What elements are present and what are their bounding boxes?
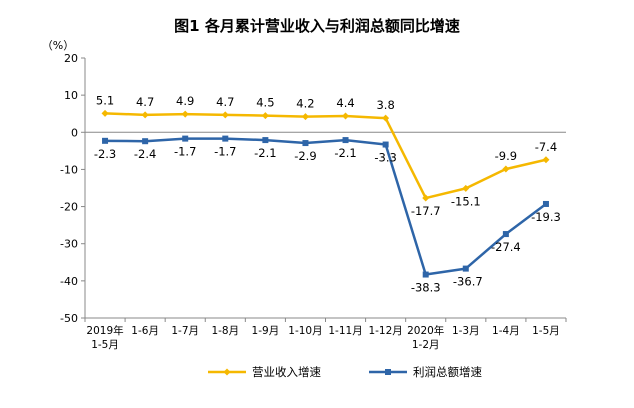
- data-point: [462, 265, 469, 272]
- data-point: [382, 141, 389, 148]
- data-point: [342, 112, 350, 120]
- data-point: [542, 156, 550, 164]
- data-label: 4.4: [336, 96, 354, 110]
- x-tick-label: 2020年: [407, 324, 444, 337]
- data-label: -9.9: [495, 149, 517, 163]
- y-tick-label: -40: [60, 275, 78, 288]
- data-point: [302, 140, 309, 147]
- data-label: 4.5: [256, 96, 274, 110]
- legend-label: 营业收入增速: [252, 365, 321, 379]
- y-tick-label: -50: [60, 312, 78, 325]
- legend-swatch-marker: [223, 368, 231, 376]
- x-tick-label: 1-7月: [171, 325, 199, 337]
- data-point: [262, 137, 269, 144]
- y-tick-label: 0: [71, 126, 78, 139]
- y-tick-label: 10: [64, 89, 78, 102]
- data-point: [542, 200, 549, 207]
- data-point: [222, 135, 229, 142]
- data-label: 3.8: [376, 98, 394, 112]
- legend-swatch-marker: [385, 369, 391, 375]
- x-tick-label: 1-2月: [412, 339, 440, 351]
- data-label: 4.7: [216, 95, 234, 109]
- x-tick-label: 2019年: [86, 324, 123, 337]
- data-point: [382, 114, 390, 122]
- data-point: [141, 111, 149, 119]
- data-label: -38.3: [411, 281, 441, 295]
- series-line: [105, 137, 547, 276]
- x-tick-label: 1-8月: [211, 325, 239, 337]
- data-label: -2.1: [254, 146, 276, 160]
- data-label: -2.1: [334, 146, 356, 160]
- data-point: [142, 138, 149, 145]
- data-label: -2.4: [134, 147, 156, 161]
- series-2: -2.3 -2.4 -1.7 -1.7 -2.1 -2.9 -2.1 -3.3 -38.3 -36…: [94, 135, 561, 295]
- data-point: [502, 231, 509, 238]
- y-tick-label: -20: [60, 201, 78, 214]
- series-1: 5.1 4.7 4.9 4.7 4.5 4.2 4.4 3.8 -17.7 -15.1 -9.9 -7…: [96, 93, 557, 218]
- y-axis-unit-label: （%）: [42, 39, 74, 52]
- x-tick-label: 1-9月: [252, 325, 280, 337]
- series-line: [104, 112, 547, 200]
- data-label: 4.7: [136, 95, 154, 109]
- data-point: [301, 113, 309, 121]
- data-label: -3.3: [374, 151, 396, 165]
- data-point: [221, 111, 229, 119]
- x-tick-label: 1-4月: [492, 325, 520, 337]
- data-point: [101, 109, 109, 117]
- data-label: -2.9: [294, 149, 316, 163]
- data-point: [462, 184, 470, 192]
- x-tick-label: 1-6月: [131, 325, 159, 337]
- data-label: -36.7: [453, 275, 483, 289]
- chart-title: 图1 各月累计营业收入与利润总额同比增速: [174, 17, 460, 35]
- data-label: -19.3: [531, 210, 561, 224]
- axes: 20 10 0 -10 -20 -30 -40 -50 2019年 1-5月 1-6月 1-7月 1-8…: [60, 52, 567, 351]
- x-tick-label: 1-12月: [368, 325, 402, 337]
- data-point: [502, 165, 510, 173]
- legend-item-1: 营业收入增速: [208, 365, 321, 379]
- data-point: [261, 112, 269, 120]
- data-label: 4.2: [296, 97, 314, 111]
- data-label: -2.3: [94, 147, 116, 161]
- legend-item-2: 利润总额增速: [369, 365, 482, 379]
- data-label: -7.4: [535, 140, 557, 154]
- legend-label: 利润总额增速: [413, 365, 482, 379]
- data-point: [422, 194, 430, 202]
- data-label: -1.7: [174, 145, 196, 159]
- y-tick-label: -10: [60, 163, 78, 176]
- data-point: [342, 137, 349, 144]
- series-layer: 5.1 4.7 4.9 4.7 4.5 4.2 4.4 3.8 -17.7 -15.1 -9.9 -7…: [94, 93, 561, 294]
- x-tick-label: 1-10月: [288, 325, 322, 337]
- y-tick-label: -30: [60, 238, 78, 251]
- data-label: 5.1: [96, 93, 114, 107]
- x-tick-label: 1-3月: [452, 325, 480, 337]
- data-label: 4.9: [176, 94, 194, 108]
- data-point: [102, 137, 109, 144]
- data-label: -17.7: [411, 204, 441, 218]
- x-tick-label: 1-5月: [91, 339, 119, 351]
- x-tick-label: 1-5月: [532, 325, 560, 337]
- y-tick-label: 20: [64, 52, 78, 65]
- data-point: [182, 135, 189, 142]
- data-point: [422, 271, 429, 278]
- data-label: -15.1: [451, 194, 481, 208]
- data-label: -27.4: [491, 240, 521, 254]
- legend: 营业收入增速 利润总额增速: [208, 365, 482, 379]
- x-tick-label: 1-11月: [328, 325, 362, 337]
- data-point: [181, 110, 189, 118]
- data-label: -1.7: [214, 145, 236, 159]
